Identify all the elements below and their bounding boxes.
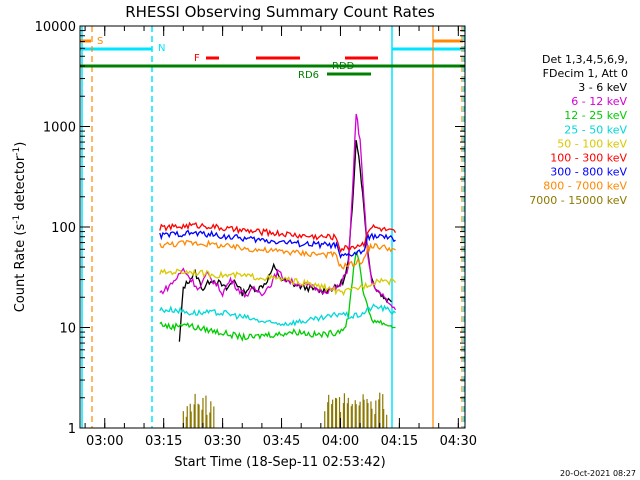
legend-header-line1: Det 1,3,4,5,6,9,: [542, 53, 628, 66]
series-5-line: [159, 221, 397, 254]
legend-entry: 25 - 50 keV: [564, 123, 627, 136]
series-7-line: [159, 239, 396, 270]
series-layer: [159, 113, 397, 428]
series-6-line: [159, 229, 396, 259]
y-tick-label: 10000: [35, 20, 76, 35]
y-axis-label-end: ): [13, 142, 28, 147]
flag-layer: [80, 26, 465, 428]
y-axis-label-main: Count Rate (s: [13, 224, 28, 313]
x-tick-label: 04:30: [440, 434, 477, 449]
y-tick-label: 100: [51, 221, 76, 236]
series-4-line: [159, 268, 397, 297]
x-tick-label: 03:15: [145, 434, 182, 449]
legend-entry: 12 - 25 keV: [564, 109, 627, 122]
y-tick-label: 10: [59, 322, 76, 337]
footer-date: 20-Oct-2021 08:27: [560, 469, 636, 478]
y-axis-ticks: 1 10 100 1000 10000: [35, 20, 465, 437]
y-axis-label-mid: detector: [13, 155, 28, 215]
x-axis-label: Start Time (18-Sep-11 02:53:42): [174, 455, 385, 470]
rdd-label: RDD: [332, 61, 355, 72]
series-1-line: [159, 113, 397, 311]
y-axis-label-sup2: -1: [12, 147, 22, 156]
y-axis-label: Count Rate (s-1 detector-1): [12, 142, 28, 313]
y-tick-label: 1: [68, 422, 76, 437]
y-axis-label-sup1: -1: [12, 215, 22, 224]
saa-label: S: [97, 36, 103, 47]
legend-header-line2: FDecim 1, Att 0: [543, 67, 628, 80]
series-2-line: [159, 251, 396, 342]
legend-entry: 300 - 800 keV: [550, 166, 627, 179]
legend-entry: 800 - 7000 keV: [543, 180, 627, 193]
legend-entry: 6 - 12 keV: [571, 95, 627, 108]
y-tick-label: 1000: [43, 121, 76, 136]
night-label: N: [158, 43, 165, 54]
x-tick-label: 03:00: [86, 434, 123, 449]
flare-label: F: [194, 53, 200, 64]
legend-entry: 3 - 6 keV: [578, 81, 627, 94]
x-tick-label: 04:15: [381, 434, 418, 449]
rd6-label: RD6: [298, 70, 319, 81]
x-tick-label: 03:30: [204, 434, 241, 449]
legend-entry: 7000 - 15000 keV: [529, 194, 627, 207]
chart-title: RHESSI Observing Summary Count Rates: [125, 3, 435, 21]
x-axis-ticks: 03:00 03:15 03:30 03:45 04:00 04:15 04:30: [84, 26, 477, 449]
plot-frame: [79, 25, 466, 429]
x-tick-label: 04:00: [322, 434, 359, 449]
x-tick-label: 03:45: [263, 434, 300, 449]
legend: Det 1,3,4,5,6,9, FDecim 1, Att 0 3 - 6 k…: [529, 53, 628, 207]
legend-entry: 100 - 300 keV: [550, 152, 627, 165]
series-3-line: [159, 303, 396, 327]
legend-entry: 50 - 100 keV: [557, 137, 627, 150]
